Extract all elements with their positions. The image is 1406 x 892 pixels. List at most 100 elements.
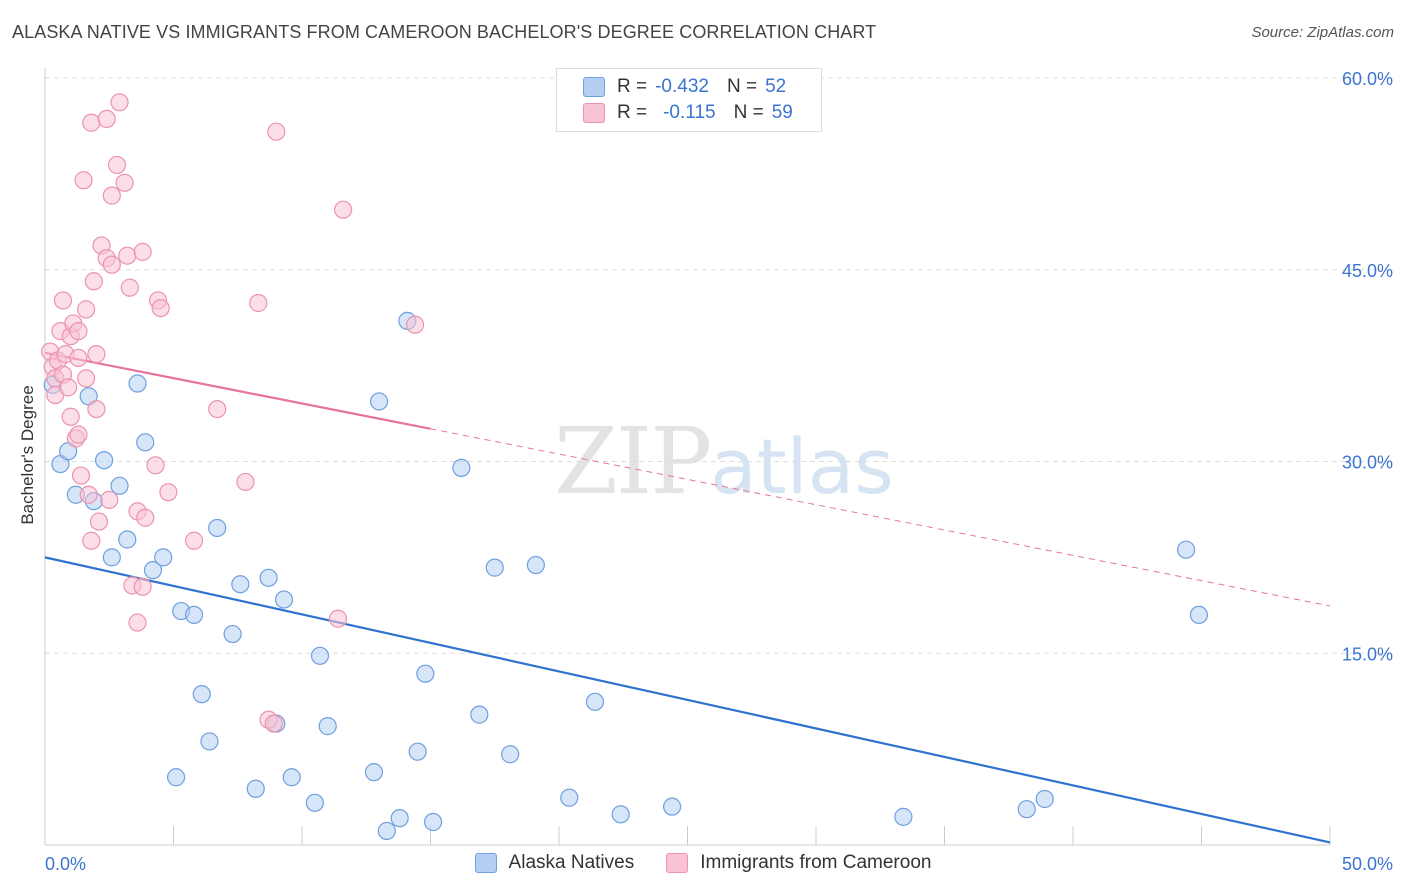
alaska-point [128, 374, 147, 393]
alaska-point [894, 807, 913, 826]
blue-trend-line [44, 556, 1331, 844]
trend-lines [44, 351, 1331, 844]
tick-labels: 15.0% 30.0% 45.0% 60.0% 0.0% 50.0% [45, 69, 1393, 874]
legend-label: Alaska Natives [508, 852, 635, 873]
r-label: R = [617, 76, 648, 97]
cameroon-point [97, 109, 116, 129]
source-label: Source: ZipAtlas.com [1251, 24, 1394, 41]
n-label: N = [733, 102, 764, 123]
r-label: R = [617, 102, 648, 123]
cameroon-point [84, 272, 103, 291]
alaska-point [136, 433, 155, 452]
alaska-point [246, 779, 265, 798]
cameroon-point [334, 200, 353, 219]
cameroon-point [133, 577, 152, 596]
cameroon-point [102, 186, 121, 205]
alaska-point [1017, 800, 1036, 819]
alaska-point [208, 518, 227, 538]
pink-trend-line-dashed [430, 428, 1331, 607]
cameroon-point [405, 315, 425, 334]
pink-swatch [583, 103, 605, 123]
y-axis-label: Bachelor's Degree [18, 385, 37, 524]
alaska-point [231, 575, 250, 594]
alaska-point [423, 812, 443, 832]
alaska-point [110, 476, 129, 495]
cameroon-point [100, 490, 119, 509]
n-value: 59 [771, 102, 793, 123]
cameroon-point [77, 369, 96, 388]
r-value: -0.115 [663, 102, 716, 123]
legend-label: Immigrants from Cameroon [700, 852, 932, 873]
chart-title: ALASKA NATIVE VS IMMIGRANTS FROM CAMEROO… [12, 22, 877, 42]
alaska-point [1176, 540, 1196, 559]
stats-row-cameroon: R = -0.115 N = 59 [583, 101, 811, 125]
n-value: 52 [765, 76, 787, 97]
alaska-point [143, 561, 163, 580]
stats-row-alaska: R = -0.432 N = 52 [583, 75, 804, 99]
alaska-point [611, 805, 630, 824]
stats-legend: R = -0.432 N = 52 R = -0.115 N = 59 [556, 68, 822, 132]
cameroon-point [146, 456, 165, 475]
alaska-point [662, 797, 682, 816]
x-tick-label: 0.0% [45, 854, 86, 874]
alaska-point [370, 392, 389, 411]
cameroon-point [53, 291, 73, 310]
legend-item-alaska[interactable]: Alaska Natives [474, 852, 635, 874]
y-tick-label: 15.0% [1342, 644, 1393, 664]
alaska-point [377, 821, 396, 841]
alaska-point [416, 664, 435, 683]
alaska-point [318, 717, 337, 736]
cameroon-point [59, 378, 78, 397]
alaska-point [501, 745, 520, 764]
cameroon-point [87, 345, 106, 364]
alaska-point [154, 548, 173, 567]
cameroon-point [133, 242, 152, 261]
cameroon-point [236, 472, 255, 492]
alaska-point [452, 458, 471, 477]
series-legend: Alaska Natives Immigrants from Cameroon [0, 852, 1406, 874]
cameroon-point [69, 348, 88, 368]
y-tick-label: 60.0% [1342, 69, 1393, 89]
data-points [41, 93, 1209, 841]
alaska-point [95, 451, 114, 470]
alaska-point [192, 685, 211, 704]
cameroon-point [328, 609, 348, 628]
cameroon-point [267, 122, 286, 141]
cameroon-point [151, 299, 170, 318]
cameroon-point [110, 93, 129, 112]
alaska-point [560, 788, 579, 807]
alaska-point [485, 558, 504, 577]
x-tick-label: 50.0% [1342, 854, 1393, 874]
cameroon-point [159, 483, 178, 502]
cameroon-point [79, 485, 98, 504]
r-value: -0.432 [655, 76, 709, 97]
cameroon-point [128, 613, 147, 632]
grid-lines [45, 77, 1395, 654]
cameroon-point [61, 407, 80, 426]
alaska-point [118, 530, 137, 549]
blue-swatch [583, 77, 605, 97]
alaska-point [390, 809, 409, 828]
cameroon-point [249, 293, 268, 313]
alaska-point [274, 590, 294, 609]
alaska-point [310, 646, 330, 665]
alaska-point [200, 732, 219, 751]
pink-swatch [666, 853, 689, 873]
cameroon-point [136, 508, 155, 527]
legend-item-cameroon[interactable]: Immigrants from Cameroon [666, 852, 931, 874]
cameroon-point [82, 531, 101, 550]
axes [44, 68, 1331, 846]
pink-trend-line [44, 351, 431, 430]
alaska-point [1189, 605, 1209, 625]
cameroon-point [71, 466, 91, 485]
cameroon-point [208, 399, 227, 419]
cameroon-point [264, 714, 283, 733]
cameroon-point [69, 322, 88, 341]
alaska-point [408, 742, 427, 761]
cameroon-point [89, 512, 109, 531]
alaska-point [259, 568, 278, 587]
cameroon-point [82, 113, 101, 132]
alaska-point [305, 793, 324, 812]
cameroon-point [77, 300, 96, 319]
